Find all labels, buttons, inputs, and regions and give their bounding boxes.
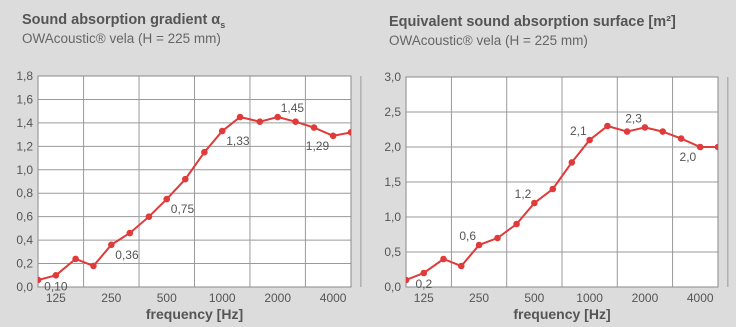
data-label: 0,36 <box>115 248 139 262</box>
data-point <box>586 136 593 144</box>
x-tick-label: 1000 <box>209 291 236 305</box>
data-point <box>347 128 351 136</box>
data-point <box>145 213 153 220</box>
plot-frame <box>405 76 719 288</box>
absorption-surface-chart: 0,0 0,5 1,0 1,5 2,0 2,5 3,0 125 250 500 1000 2000 40… <box>384 70 729 322</box>
data-point <box>475 241 483 249</box>
y-tick-label: 1,6 <box>16 92 33 106</box>
y-tick-label: 0,5 <box>384 245 401 259</box>
chart-subtitle: OWAcoustic® vela (H = 225 mm) <box>22 31 221 46</box>
y-tick-label: 3,0 <box>384 70 401 84</box>
y-tick-label: 0,4 <box>16 233 33 247</box>
data-label: 0,2 <box>415 277 432 291</box>
data-point <box>531 199 538 207</box>
x-tick-label: 125 <box>414 291 434 305</box>
data-point <box>108 241 115 249</box>
data-point <box>72 255 79 263</box>
data-point <box>677 135 685 142</box>
x-tick-label: 500 <box>524 291 544 305</box>
data-point <box>623 128 631 135</box>
data-point <box>274 113 281 121</box>
y-tick-label: 0,6 <box>16 210 33 224</box>
y-tick-label: 1,5 <box>384 175 401 189</box>
y-tick-label: 2,5 <box>384 105 401 119</box>
data-point <box>604 122 611 130</box>
data-point <box>292 118 299 126</box>
data-label: 1,33 <box>226 134 250 148</box>
data-point <box>714 143 718 151</box>
data-label: 2,1 <box>570 124 587 138</box>
x-tick-label: 2000 <box>264 291 291 305</box>
x-tick-label: 4000 <box>320 291 347 305</box>
y-tick-label: 1,4 <box>16 116 33 130</box>
data-label: 1,45 <box>281 101 305 115</box>
data-point <box>181 175 189 183</box>
data-point <box>310 124 318 131</box>
x-tick-label: 250 <box>469 291 489 305</box>
x-tick-label: 1000 <box>576 291 603 305</box>
data-label: 0,6 <box>459 229 476 243</box>
data-label: 1,2 <box>515 187 532 201</box>
data-point <box>641 124 649 131</box>
data-point <box>236 113 244 121</box>
data-point <box>513 220 520 228</box>
right-chart-panel: Equivalent sound absorption surface [m²]… <box>368 0 736 327</box>
data-point <box>549 185 557 193</box>
chart-subtitle: OWAcoustic® vela (H = 225 mm) <box>389 33 588 48</box>
data-point <box>38 276 42 284</box>
y-tick-label: 2,0 <box>384 140 401 154</box>
data-point <box>218 127 226 135</box>
data-point <box>696 143 704 151</box>
data-point <box>201 148 208 156</box>
data-point <box>420 269 428 277</box>
x-axis-label: frequency [Hz] <box>146 306 243 322</box>
data-point <box>90 262 97 270</box>
data-label: 0,10 <box>44 279 68 293</box>
left-chart-panel: Sound absorption gradient αs OWAcoustic®… <box>16 12 362 322</box>
x-tick-label: 4000 <box>687 291 714 305</box>
y-tick-label: 0,8 <box>16 186 33 200</box>
data-point <box>457 262 465 270</box>
data-point <box>659 128 667 135</box>
absorption-gradient-chart: 0,0 0,2 0,4 0,6 0,8 1,0 1,2 1,4 1,6 1,8 125 250 500 1… <box>16 69 362 322</box>
data-point <box>406 276 410 284</box>
y-tick-label: 1,2 <box>16 139 33 153</box>
data-label: 0,75 <box>171 202 195 216</box>
data-label: 2,3 <box>625 111 642 125</box>
data-point <box>163 195 171 203</box>
chart-title: Equivalent sound absorption surface [m²] <box>389 14 676 30</box>
data-point <box>568 159 576 166</box>
data-label: 2,0 <box>680 150 697 164</box>
data-point <box>256 118 264 126</box>
y-tick-label: 0,2 <box>16 257 33 271</box>
data-point <box>440 255 447 263</box>
title-subscript: s <box>220 19 226 30</box>
x-tick-label: 125 <box>46 291 66 305</box>
chart-title: Sound absorption gradient αs <box>22 12 226 30</box>
data-point <box>126 229 134 237</box>
x-tick-label: 500 <box>157 291 177 305</box>
y-tick-label: 0,0 <box>16 280 33 294</box>
data-point <box>494 234 501 242</box>
y-tick-label: 1,8 <box>16 69 33 83</box>
y-tick-label: 1,0 <box>384 210 401 224</box>
x-tick-label: 2000 <box>632 291 659 305</box>
data-label: 1,29 <box>306 139 330 153</box>
x-tick-label: 250 <box>101 291 121 305</box>
data-point <box>329 132 337 140</box>
plot-frame <box>37 75 352 288</box>
data-point <box>52 271 60 279</box>
y-tick-label: 1,0 <box>16 163 33 177</box>
x-axis-label: frequency [Hz] <box>513 306 610 322</box>
y-tick-label: 0,0 <box>384 280 401 294</box>
